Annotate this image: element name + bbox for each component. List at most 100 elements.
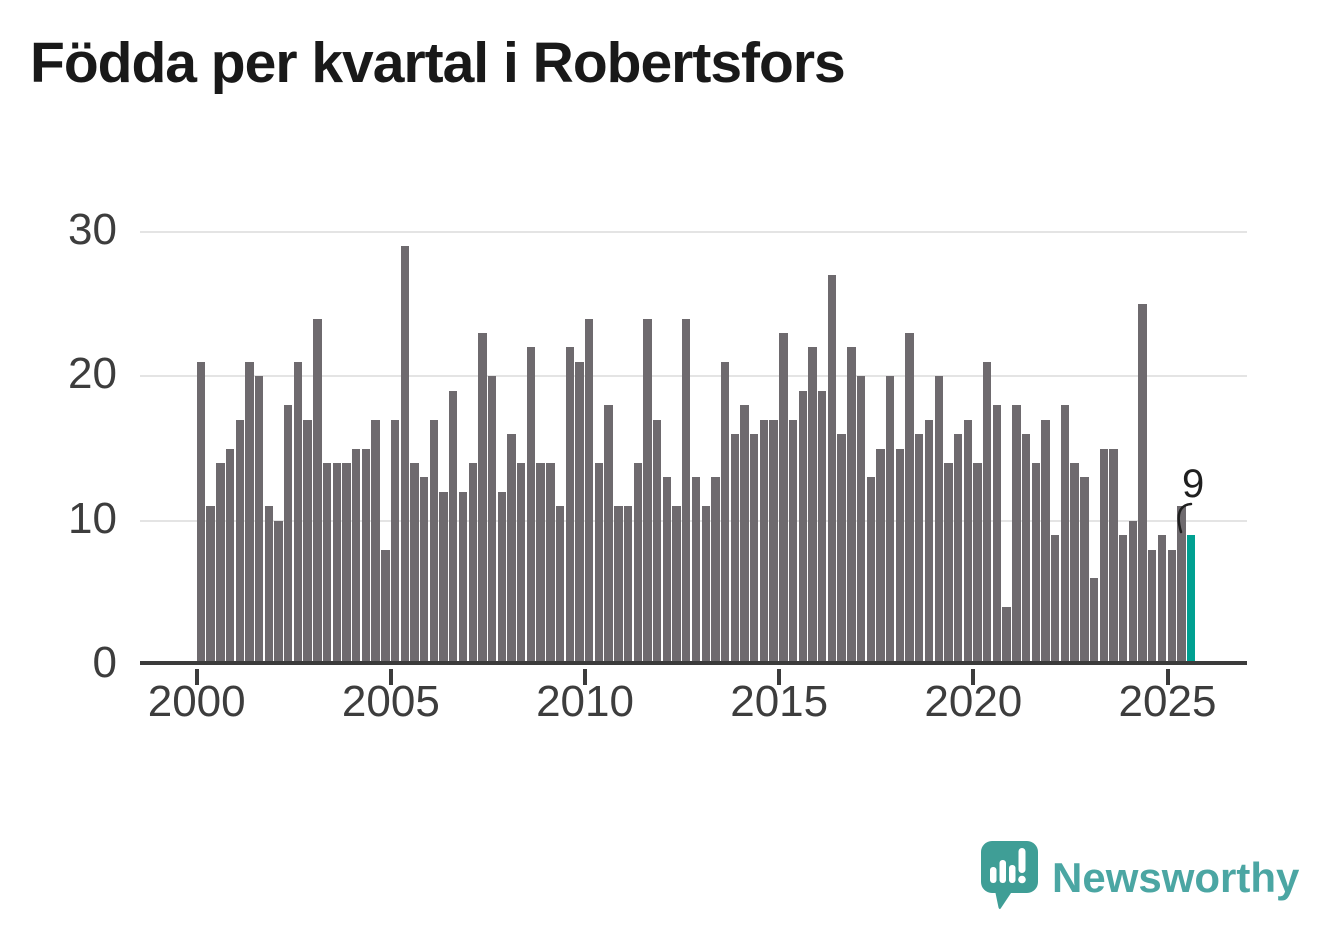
- bar-2004-q3: [371, 419, 380, 665]
- bar-2025-q2: [1177, 506, 1186, 665]
- bar-2010-q3: [604, 405, 613, 665]
- bar-2016-q3: [837, 434, 846, 665]
- bar-2021-q1: [1012, 405, 1021, 665]
- bar-2008-q1: [507, 434, 516, 665]
- bar-2005-q3: [410, 462, 419, 665]
- chart-title: Födda per kvartal i Robertsfors: [30, 31, 846, 95]
- x-tick-2005: [388, 669, 393, 685]
- x-tick-2020: [971, 669, 976, 685]
- newsworthy-icon: [981, 841, 1038, 910]
- bar-2019-q1: [934, 376, 943, 665]
- bar-2015-q2: [788, 419, 798, 665]
- bar-2017-q1: [856, 376, 866, 665]
- bar-2000-q1: [196, 361, 206, 665]
- bar-2020-q3: [992, 405, 1002, 665]
- bar-2000-q3: [216, 462, 225, 665]
- bar-2007-q3: [487, 376, 497, 665]
- bar-2023-q1: [1089, 578, 1099, 665]
- bar-2008-q3: [526, 347, 536, 665]
- x-axis-label-2005: 2005: [341, 677, 440, 726]
- bar-2018-q4: [924, 419, 934, 665]
- bar-2024-q3: [1148, 549, 1157, 665]
- x-tick-2010: [583, 669, 588, 685]
- bar-2002-q2: [284, 405, 293, 665]
- bar-2005-q2: [400, 246, 409, 665]
- bar-2014-q4: [769, 419, 778, 665]
- bar-2023-q2: [1099, 448, 1108, 665]
- bar-2011-q2: [633, 462, 642, 665]
- bar-2021-q4: [1041, 419, 1050, 665]
- bar-2018-q1: [895, 448, 905, 665]
- bar-2012-q4: [691, 477, 701, 665]
- bar-2017-q3: [876, 448, 885, 665]
- y-axis-label-0: 0: [92, 638, 117, 687]
- bar-2000-q2: [206, 506, 215, 665]
- bar-2019-q2: [944, 462, 953, 665]
- bar-2017-q2: [866, 477, 875, 665]
- bar-2015-q3: [798, 390, 807, 665]
- bar-2022-q2: [1060, 405, 1070, 665]
- bar-2001-q2: [245, 361, 254, 665]
- bar-2025-q3-highlighted: [1186, 535, 1196, 665]
- bar-2007-q2: [478, 333, 487, 665]
- x-axis-label-2000: 2000: [147, 677, 246, 726]
- newsworthy-logo: Newsworthy: [981, 841, 1299, 915]
- y-axis-label-10: 10: [68, 493, 117, 543]
- bar-2016-q1: [818, 390, 827, 665]
- bar-2020-q2: [983, 361, 992, 665]
- bar-2017-q4: [885, 376, 895, 665]
- bar-2012-q1: [662, 477, 672, 665]
- x-tick-2025: [1165, 669, 1170, 685]
- bar-2016-q2: [827, 275, 837, 665]
- bar-2013-q2: [711, 477, 720, 665]
- bar-2010-q1: [585, 318, 594, 665]
- x-tick-2015: [777, 669, 782, 685]
- bar-2002-q3: [293, 361, 303, 665]
- x-axis-label-2025: 2025: [1118, 677, 1217, 726]
- bar-2000-q4: [225, 448, 235, 665]
- newsworthy-wordmark: Newsworthy: [1052, 854, 1300, 901]
- bar-2009-q2: [555, 506, 565, 665]
- bar-2015-q4: [808, 347, 817, 665]
- bar-2004-q2: [361, 448, 371, 665]
- x-axis-line: [140, 661, 1247, 665]
- bar-2022-q4: [1080, 477, 1089, 665]
- annotation-leader-line: [1177, 502, 1193, 534]
- bar-2010-q2: [594, 462, 604, 665]
- x-axis-label-2020: 2020: [924, 677, 1023, 726]
- bar-2006-q4: [458, 491, 468, 665]
- bar-2014-q1: [740, 405, 749, 665]
- bar-2011-q3: [643, 318, 652, 665]
- bar-2003-q2: [322, 462, 332, 665]
- bar-2009-q1: [546, 462, 555, 665]
- bar-2003-q1: [313, 318, 322, 665]
- bar-2007-q4: [497, 491, 507, 665]
- y-axis-label-20: 20: [68, 349, 117, 399]
- bar-2021-q2: [1021, 434, 1031, 665]
- gridline-y20: [140, 375, 1247, 378]
- bar-2013-q4: [730, 434, 740, 665]
- bar-2005-q4: [419, 477, 429, 665]
- bar-2006-q2: [439, 491, 448, 665]
- x-tick-2000: [194, 669, 199, 685]
- bar-2006-q1: [429, 419, 439, 665]
- bar-2021-q3: [1031, 462, 1040, 665]
- bar-2013-q1: [701, 506, 710, 665]
- bar-2002-q1: [274, 520, 283, 665]
- bar-2023-q3: [1109, 448, 1118, 665]
- x-axis-label-2015: 2015: [730, 677, 829, 726]
- x-axis-label-2010: 2010: [536, 677, 634, 726]
- bar-2013-q3: [720, 361, 730, 665]
- plot-area: 0 10 20 30 9 2000 2005 2010 2015 2020 2025: [68, 208, 1247, 726]
- bar-2002-q4: [303, 419, 312, 665]
- bar-2011-q4: [652, 419, 662, 665]
- bar-2016-q4: [847, 347, 856, 665]
- bar-2008-q4: [536, 462, 545, 665]
- bar-2009-q4: [575, 361, 584, 665]
- bar-2006-q3: [449, 390, 458, 665]
- bar-2014-q3: [759, 419, 769, 665]
- gridline-y30: [140, 231, 1247, 233]
- bar-2001-q4: [264, 506, 274, 665]
- bar-2012-q3: [682, 318, 691, 665]
- bar-2019-q3: [953, 434, 963, 665]
